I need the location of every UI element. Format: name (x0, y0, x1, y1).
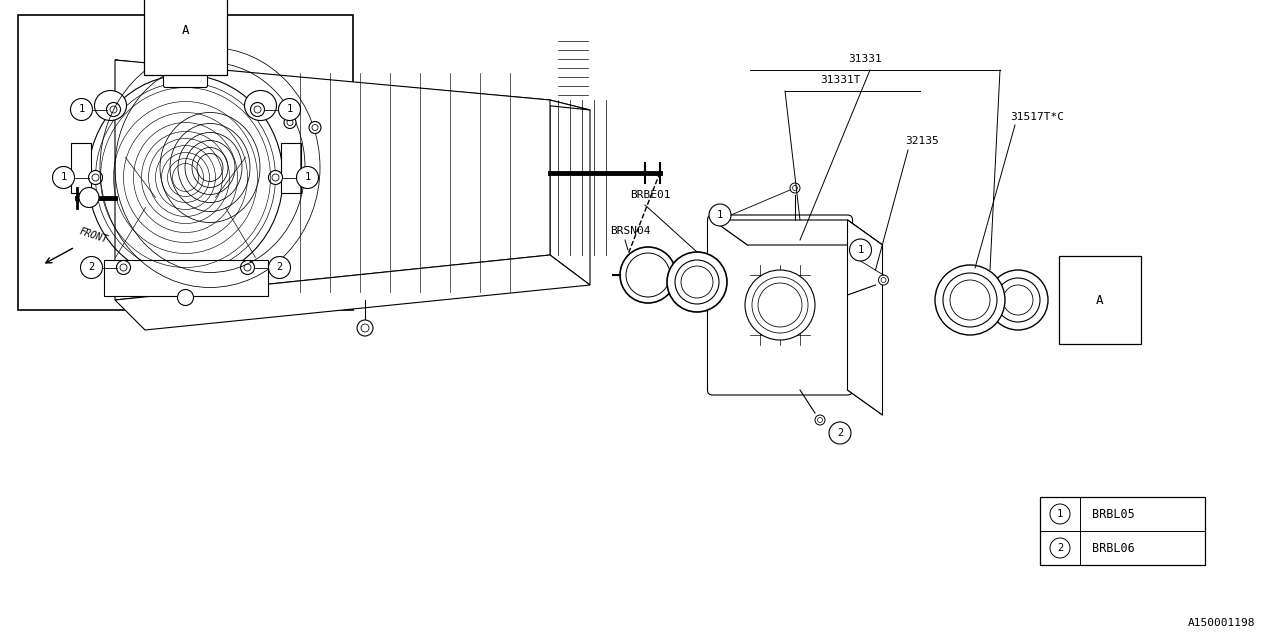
Circle shape (850, 239, 872, 261)
Text: 1: 1 (60, 173, 67, 182)
Circle shape (308, 122, 321, 134)
Circle shape (1050, 538, 1070, 558)
Bar (1039, 497, 1204, 565)
Circle shape (79, 188, 99, 207)
FancyBboxPatch shape (164, 58, 207, 88)
Circle shape (943, 273, 997, 327)
Circle shape (269, 170, 283, 184)
Text: 2: 2 (276, 262, 283, 273)
Polygon shape (550, 100, 590, 285)
Text: 1: 1 (305, 173, 311, 182)
Circle shape (284, 116, 296, 129)
Bar (70, 143, 91, 193)
Polygon shape (847, 220, 882, 415)
Text: A: A (1096, 294, 1103, 307)
Circle shape (106, 102, 120, 116)
Circle shape (996, 278, 1039, 322)
Text: BRSN04: BRSN04 (611, 226, 650, 236)
Circle shape (878, 275, 888, 285)
Text: 32135: 32135 (905, 136, 938, 146)
FancyBboxPatch shape (708, 215, 852, 395)
Circle shape (52, 166, 74, 189)
Polygon shape (1068, 290, 1085, 310)
Polygon shape (115, 255, 590, 330)
Polygon shape (115, 60, 590, 110)
Text: 1: 1 (1057, 509, 1064, 519)
Polygon shape (115, 60, 550, 300)
Text: 31517T*C: 31517T*C (1010, 112, 1064, 122)
Circle shape (297, 166, 319, 189)
Ellipse shape (95, 90, 127, 120)
Text: 1: 1 (78, 104, 84, 115)
Circle shape (620, 247, 676, 303)
Bar (104, 259, 268, 296)
Circle shape (745, 270, 815, 340)
Circle shape (988, 270, 1048, 330)
Bar (18, 15, 353, 310)
Circle shape (1050, 504, 1070, 524)
Circle shape (269, 257, 291, 278)
Text: BRBL06: BRBL06 (1092, 541, 1135, 554)
Text: 1: 1 (287, 104, 293, 115)
Text: 31331T: 31331T (819, 75, 860, 85)
Polygon shape (713, 220, 882, 245)
Text: 2: 2 (837, 428, 844, 438)
Text: FRONT: FRONT (78, 227, 109, 245)
Text: A150001198: A150001198 (1188, 618, 1254, 628)
Circle shape (815, 415, 826, 425)
Circle shape (241, 260, 255, 275)
Bar (280, 143, 301, 193)
Text: 2: 2 (88, 262, 95, 273)
Text: 1: 1 (858, 245, 864, 255)
Circle shape (116, 260, 131, 275)
Circle shape (88, 170, 102, 184)
Circle shape (626, 253, 669, 297)
Text: A: A (182, 24, 189, 38)
Circle shape (829, 422, 851, 444)
Ellipse shape (244, 90, 276, 120)
Circle shape (790, 183, 800, 193)
Text: BRBL05: BRBL05 (1092, 508, 1135, 520)
Text: 31331: 31331 (849, 54, 882, 64)
Circle shape (709, 204, 731, 226)
Circle shape (357, 320, 372, 336)
Circle shape (934, 265, 1005, 335)
Circle shape (251, 102, 265, 116)
Circle shape (279, 99, 301, 120)
Text: BRBE01: BRBE01 (630, 190, 671, 200)
Circle shape (70, 99, 92, 120)
Circle shape (667, 252, 727, 312)
Circle shape (81, 257, 102, 278)
Text: 1: 1 (717, 210, 723, 220)
Circle shape (178, 289, 193, 305)
Circle shape (675, 260, 719, 304)
Text: 2: 2 (1057, 543, 1064, 553)
